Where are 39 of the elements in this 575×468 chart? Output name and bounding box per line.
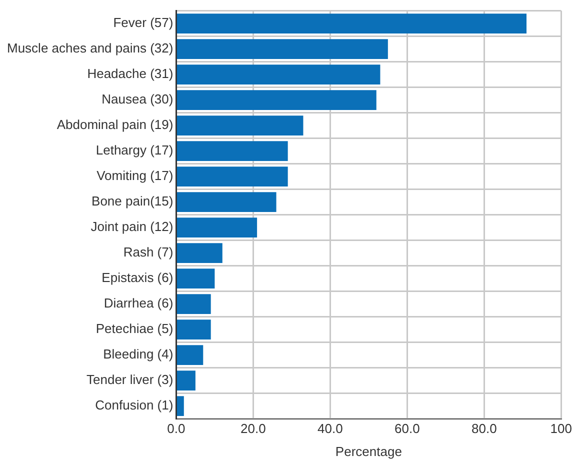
bar — [176, 294, 211, 314]
y-tick-label: Lethargy (17) — [96, 142, 174, 158]
y-tick-label: Muscle aches and pains (32) — [7, 40, 174, 56]
bar — [176, 192, 276, 212]
y-tick-label: Vomiting (17) — [96, 168, 174, 184]
bar — [176, 320, 211, 340]
y-tick-label: Joint pain (12) — [90, 219, 174, 234]
y-tick-label: Rash (7) — [123, 244, 174, 260]
bar — [176, 268, 215, 288]
y-tick-label: Confusion (1) — [95, 398, 174, 413]
bar — [176, 39, 388, 59]
bar — [176, 218, 258, 238]
y-tick-label: Petechiae (5) — [96, 321, 174, 336]
bar — [176, 14, 527, 34]
bar — [176, 345, 204, 365]
bar — [176, 90, 376, 110]
bar — [176, 243, 222, 263]
y-tick-label: Fever (57) — [113, 15, 174, 30]
bar — [176, 116, 304, 136]
y-tick-label: Bleeding (4) — [103, 346, 174, 362]
bar — [176, 141, 288, 161]
y-tick-label: Diarrhea (6) — [104, 296, 174, 311]
bar — [176, 166, 288, 186]
x-tick-label: 0.0 — [167, 421, 186, 436]
x-tick-label: 80.0 — [472, 421, 497, 436]
x-axis-title: Percentage — [335, 444, 402, 459]
x-tick-label: 20.0 — [240, 421, 266, 436]
x-tick-label: 60.0 — [394, 421, 420, 436]
x-tick-label: 40.0 — [318, 421, 343, 436]
y-tick-label: Nausea (30) — [102, 92, 174, 107]
y-tick-label: Abdominal pain (19) — [56, 117, 174, 132]
bar — [176, 396, 184, 416]
bar — [176, 64, 380, 84]
y-tick-label: Bone pain(15) — [92, 194, 174, 209]
x-tick-label: 100 — [550, 421, 572, 436]
y-tick-label: Epistaxis (6) — [102, 270, 174, 286]
y-tick-label: Headache (31) — [87, 66, 174, 82]
bar — [176, 370, 196, 390]
y-tick-label: Tender liver (3) — [86, 372, 174, 388]
